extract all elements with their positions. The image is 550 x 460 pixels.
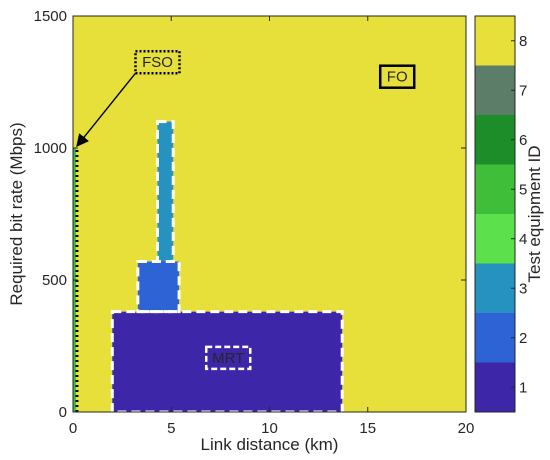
- region-outline-1: [110, 310, 344, 414]
- colorbar-swatch-2: [475, 313, 515, 363]
- colorbar-tick-label: 7: [519, 82, 527, 99]
- region-outline-3: [155, 120, 175, 264]
- y-tick-label: 1000: [34, 140, 67, 157]
- colorbar-swatch-8: [475, 16, 515, 66]
- y-tick-label: 1500: [34, 8, 67, 25]
- colorbar-tick-label: 8: [519, 33, 527, 50]
- colorbar-tick-label: 5: [519, 181, 527, 198]
- y-tick-label: 0: [59, 404, 67, 421]
- colorbar-frame: [474, 15, 516, 413]
- heatmap-region-2: [137, 261, 180, 312]
- x-tick-label: 15: [359, 420, 376, 437]
- heatmap-region-3: [157, 121, 174, 262]
- colorbar-tick-label: 6: [519, 132, 527, 149]
- annotation-arrow-fso: [76, 72, 137, 147]
- colorbar-swatch-3: [475, 263, 515, 313]
- annotation-label-mrt: MRT: [212, 350, 244, 367]
- colorbar-swatch-4: [475, 214, 515, 264]
- colorbar-tick-label: 2: [519, 330, 527, 347]
- x-tick-label: 0: [69, 420, 77, 437]
- x-tick-label: 5: [167, 420, 175, 437]
- heatmap-region-1: [112, 311, 343, 412]
- annotation-label-fso: FSO: [142, 54, 173, 71]
- annotation-box-fo: [378, 64, 416, 89]
- y-tick-label: 500: [42, 272, 67, 289]
- y-axis-label: Required bit rate (Mbps): [7, 122, 26, 305]
- colorbar-swatch-6: [475, 115, 515, 165]
- colorbar-tick-label: 1: [519, 379, 527, 396]
- x-axis-label: Link distance (km): [201, 435, 339, 454]
- annotation-label-fo: FO: [387, 69, 408, 86]
- colorbar-swatch-7: [475, 65, 515, 115]
- colorbar-swatch-5: [475, 164, 515, 214]
- colorbar-label: Test equipment ID: [525, 145, 544, 282]
- annotation-box-mrt: [204, 345, 252, 371]
- colorbar-tick-label: 4: [519, 231, 527, 248]
- x-tick-label: 10: [261, 420, 278, 437]
- x-tick-label: 20: [458, 420, 475, 437]
- colorbar-tick-label: 3: [519, 280, 527, 297]
- colorbar-swatch-1: [475, 362, 515, 412]
- annotation-box-fso: [134, 49, 181, 75]
